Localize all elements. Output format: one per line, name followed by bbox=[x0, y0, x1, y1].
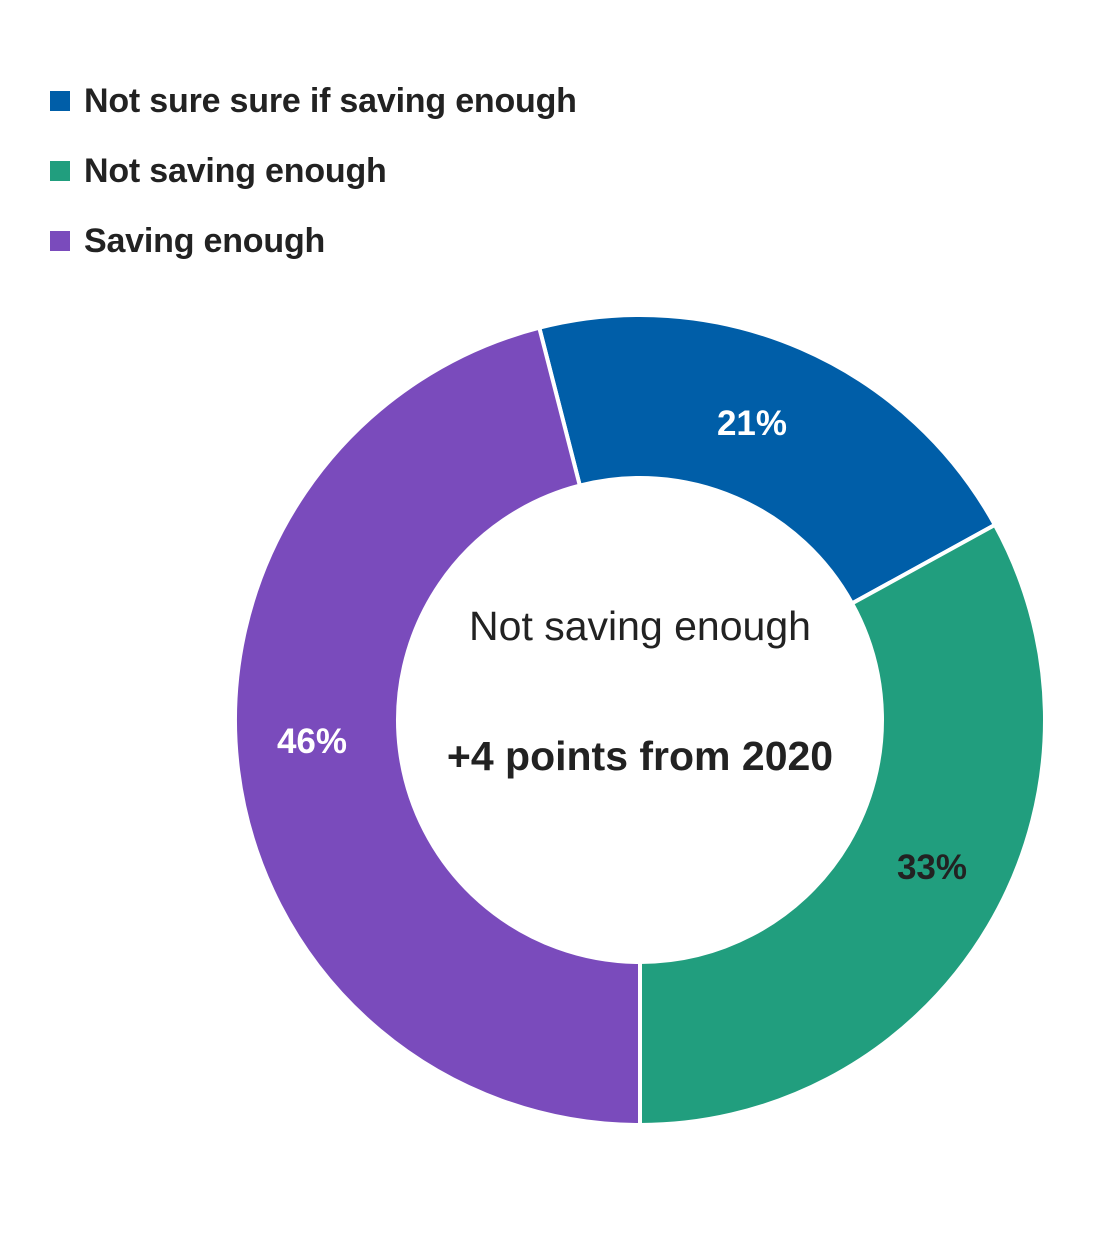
legend-swatch-purple bbox=[50, 231, 70, 251]
donut-slice-1 bbox=[638, 522, 1047, 1128]
center-annotation: +4 points from 2020 bbox=[446, 733, 834, 779]
legend-item-not-saving: Not saving enough bbox=[50, 148, 577, 194]
legend-item-saving: Saving enough bbox=[50, 218, 577, 264]
legend-swatch-blue bbox=[50, 91, 70, 111]
legend-label: Not sure sure if saving enough bbox=[84, 81, 577, 120]
legend: Not sure sure if saving enough Not savin… bbox=[50, 78, 577, 288]
legend-label: Saving enough bbox=[84, 221, 326, 260]
donut-slice-2 bbox=[233, 325, 642, 1128]
legend-label: Not saving enough bbox=[84, 151, 387, 190]
slice-label-not-saving: 33% bbox=[896, 848, 968, 887]
slice-label-saving: 46% bbox=[276, 722, 348, 761]
donut-slice-0 bbox=[536, 313, 998, 607]
slice-label-not-sure: 21% bbox=[716, 404, 788, 443]
legend-item-not-sure: Not sure sure if saving enough bbox=[50, 78, 577, 124]
center-label: Not saving enough bbox=[469, 603, 811, 649]
legend-swatch-green bbox=[50, 161, 70, 181]
